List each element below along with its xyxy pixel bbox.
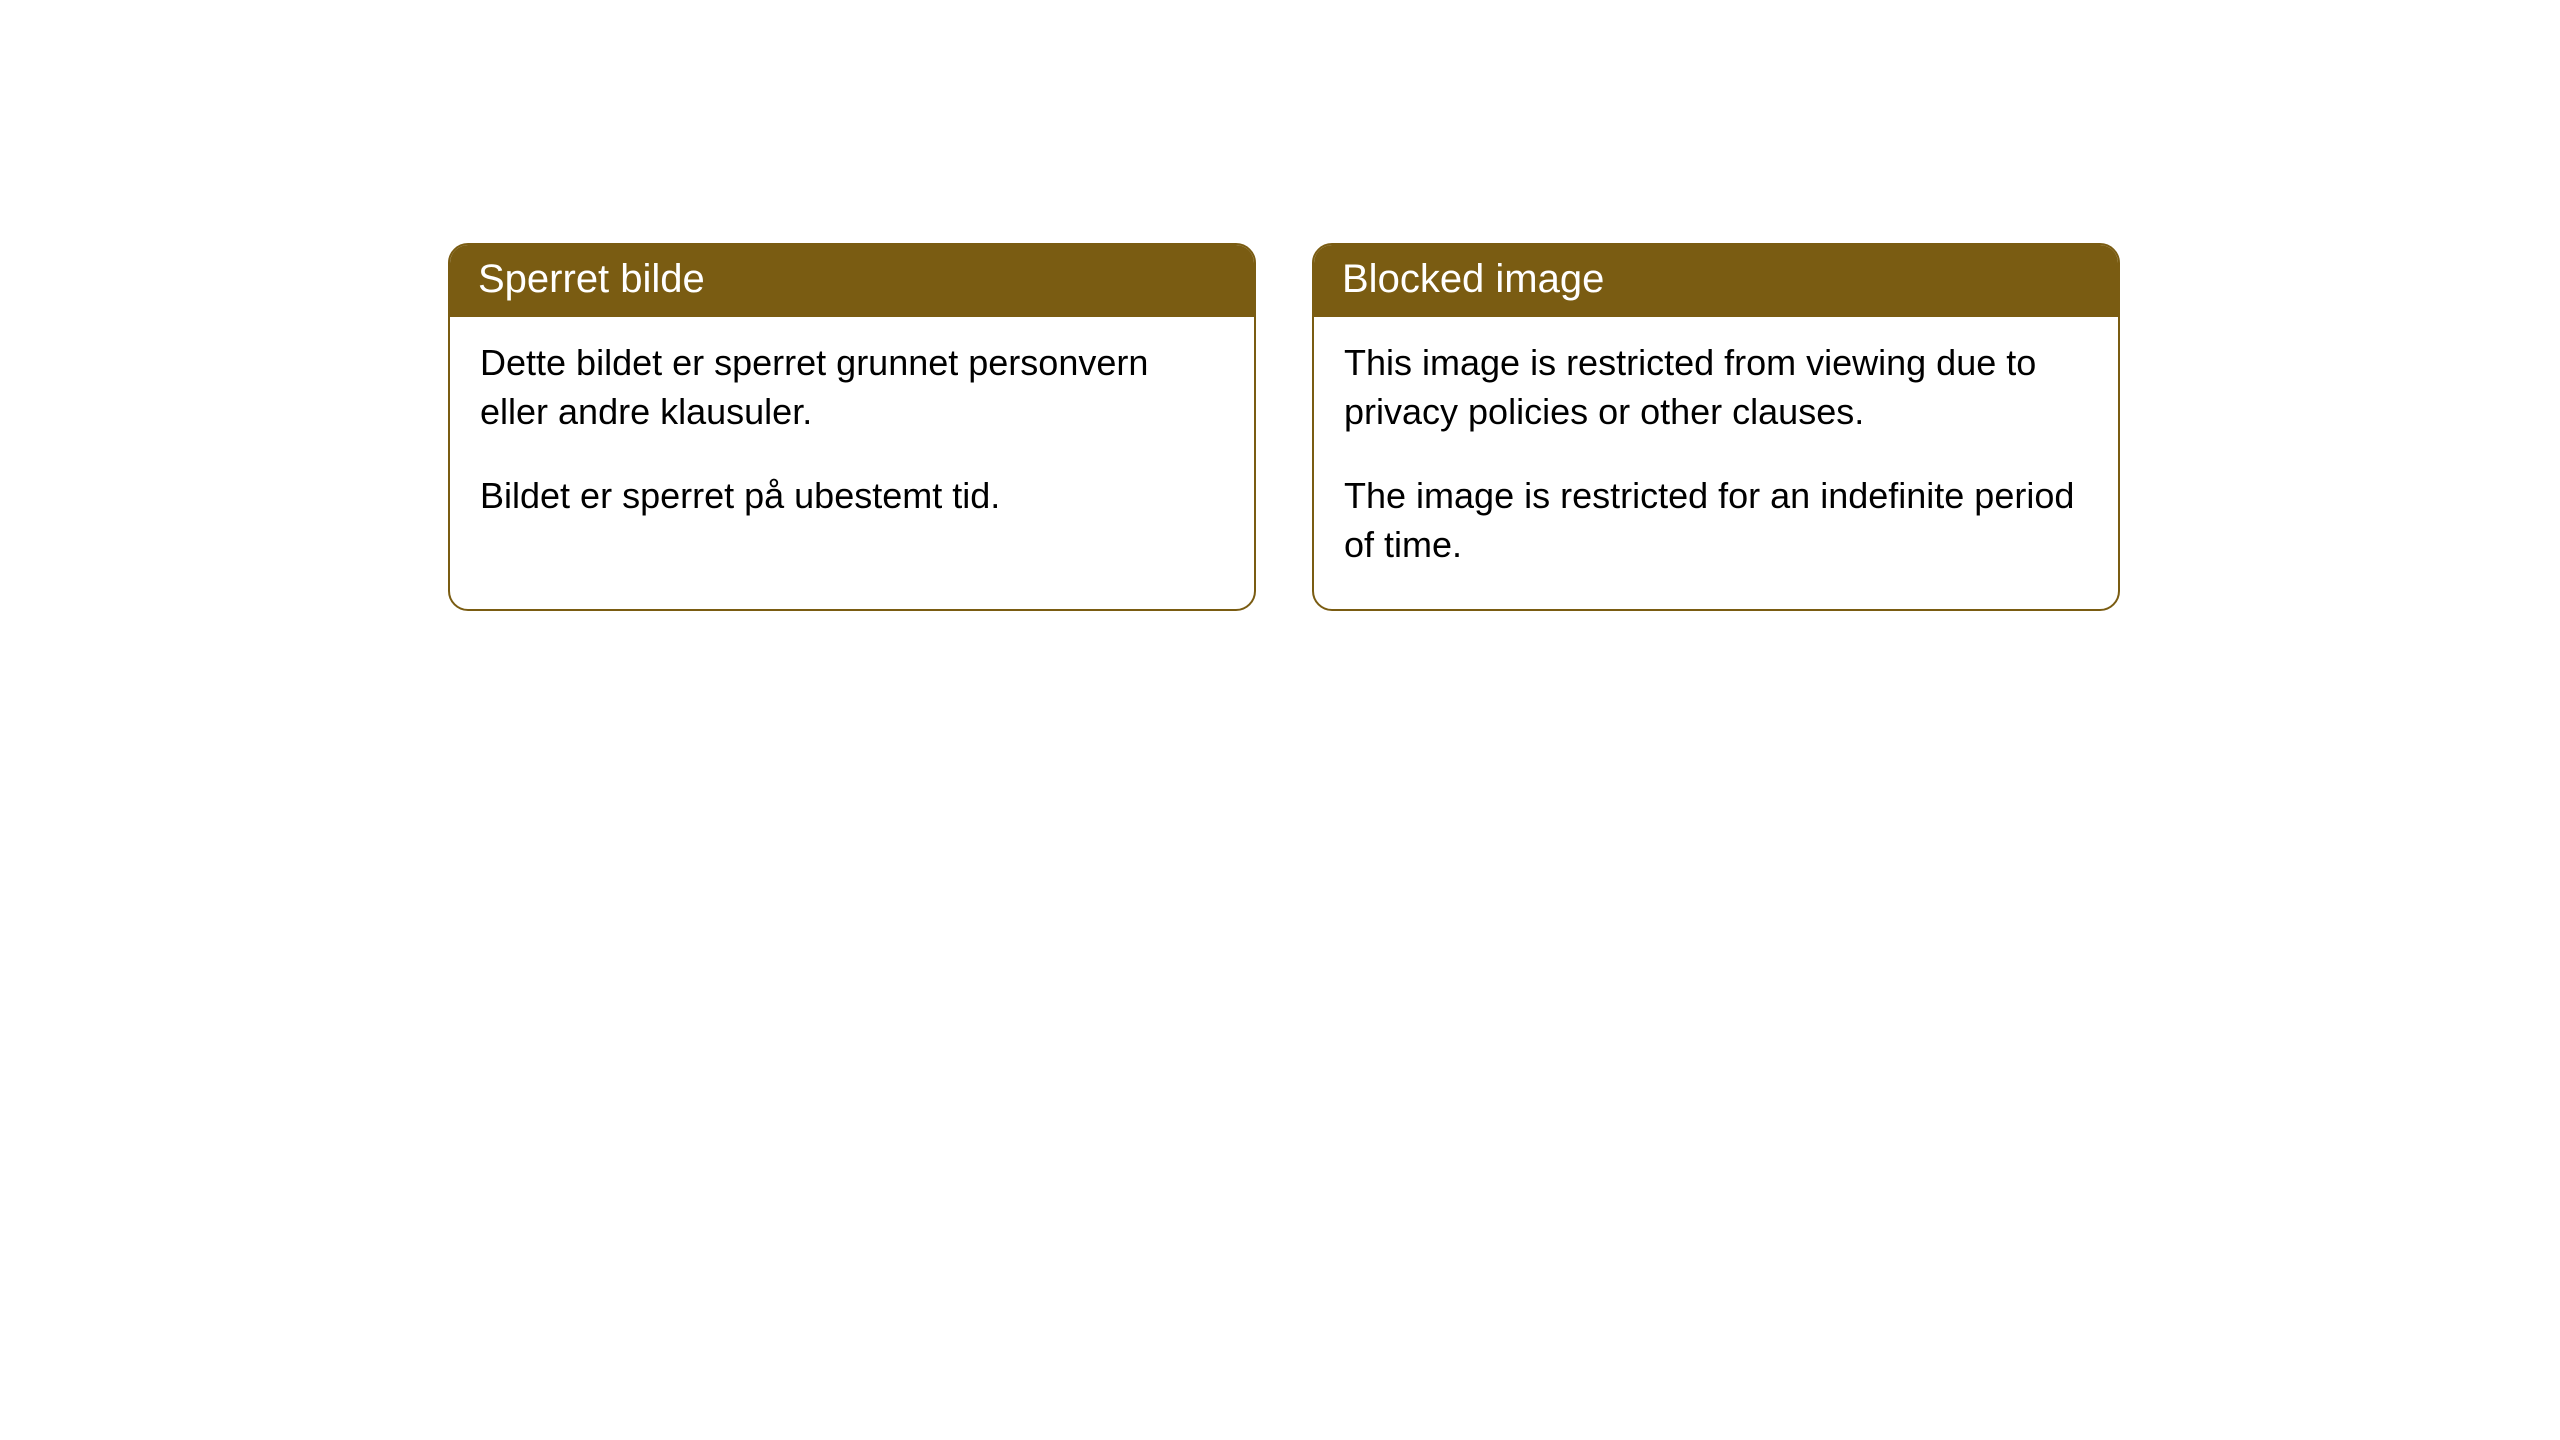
card-body: Dette bildet er sperret grunnet personve… (450, 317, 1254, 561)
blocked-image-card-english: Blocked image This image is restricted f… (1312, 243, 2120, 611)
card-header: Sperret bilde (450, 245, 1254, 317)
card-paragraph: Bildet er sperret på ubestemt tid. (480, 472, 1224, 521)
card-paragraph: The image is restricted for an indefinit… (1344, 472, 2088, 569)
card-paragraph: Dette bildet er sperret grunnet personve… (480, 339, 1224, 436)
blocked-image-card-norwegian: Sperret bilde Dette bildet er sperret gr… (448, 243, 1256, 611)
card-body: This image is restricted from viewing du… (1314, 317, 2118, 609)
card-paragraph: This image is restricted from viewing du… (1344, 339, 2088, 436)
cards-container: Sperret bilde Dette bildet er sperret gr… (448, 243, 2560, 611)
card-header: Blocked image (1314, 245, 2118, 317)
